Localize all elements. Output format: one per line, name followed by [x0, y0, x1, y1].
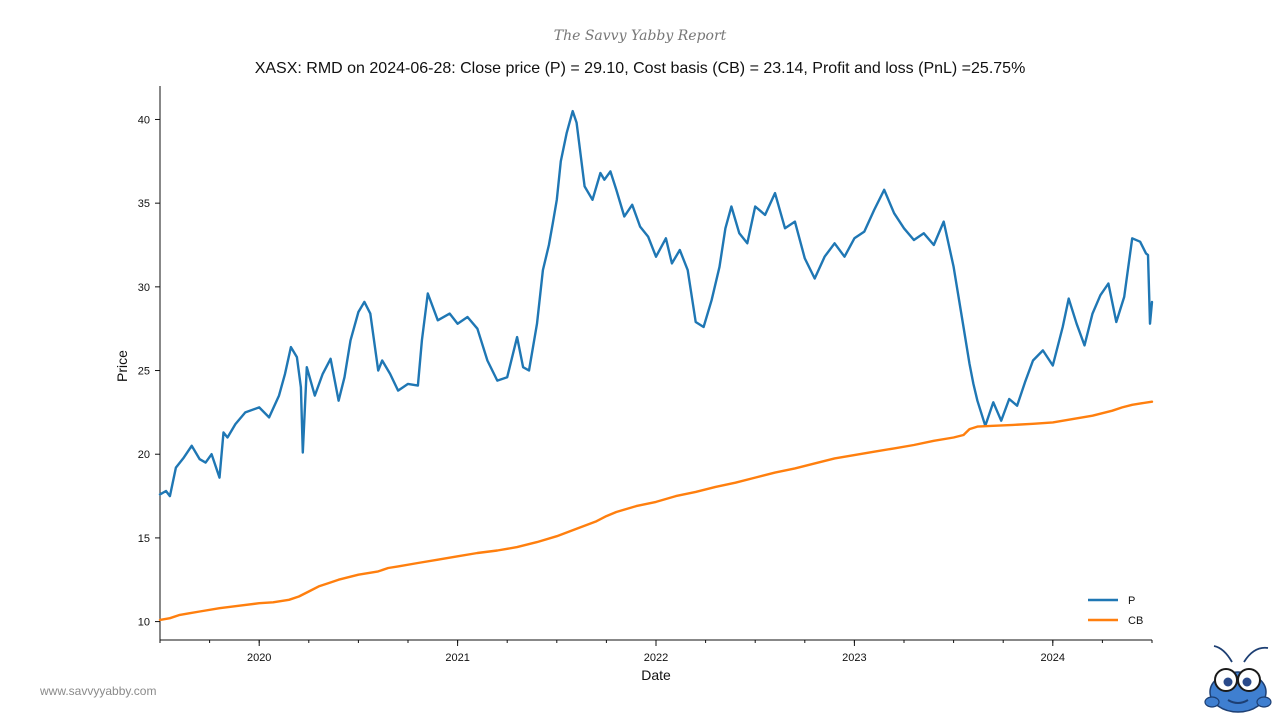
chart-title: XASX: RMD on 2024-06-28: Close price (P)…	[254, 60, 1026, 77]
y-tick-label: 15	[138, 533, 150, 545]
y-tick-label: 10	[138, 617, 150, 629]
series-line-p	[158, 109, 1154, 498]
y-ticks: 10 15 20 25 30 35 40	[138, 114, 160, 629]
x-tick-label: 2023	[842, 652, 866, 664]
x-tick-label: 2022	[644, 652, 668, 664]
yabby-mascot-logo	[1204, 645, 1272, 713]
legend-cb-label: CB	[1128, 615, 1143, 627]
series-layer	[158, 109, 1154, 622]
y-tick-label: 20	[138, 449, 150, 461]
brand-title: The Savvy Yabby Report	[553, 28, 727, 44]
footer-url[interactable]: www.savvyyabby.com	[40, 684, 157, 698]
legend-p-label: P	[1128, 595, 1135, 607]
x-tick-label: 2021	[445, 652, 469, 664]
axes	[159, 86, 1152, 641]
series-line-cb	[158, 400, 1154, 622]
x-axis-label: Date	[641, 667, 671, 683]
x-tick-label: 2024	[1041, 652, 1065, 664]
y-tick-label: 30	[138, 282, 150, 294]
x-ticks: 2020 2021 2022 2023 2024	[159, 640, 1153, 664]
x-tick-label: 2020	[247, 652, 271, 664]
y-tick-label: 25	[138, 366, 150, 378]
legend: P CB	[1088, 595, 1143, 627]
y-tick-label: 35	[138, 198, 150, 210]
y-axis-label: Price	[114, 350, 130, 382]
y-tick-label: 40	[138, 114, 150, 126]
